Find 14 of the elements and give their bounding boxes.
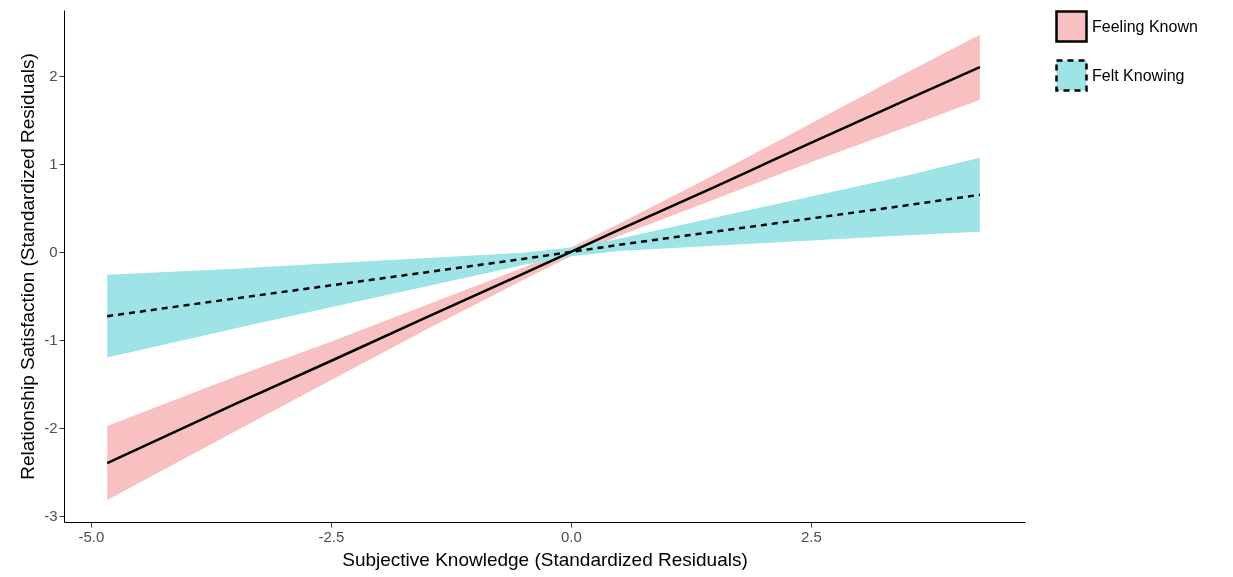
y-tick-label: 1: [49, 155, 58, 173]
x-tick-label: -2.5: [318, 527, 345, 545]
legend-label: Felt Knowing: [1092, 66, 1185, 84]
y-axis-title: Relationship Satisfaction (Standardized Residuals): [17, 53, 39, 480]
x-tick-label: 2.5: [800, 527, 822, 545]
y-tick-label: 2: [49, 67, 58, 85]
y-tick-label: -3: [44, 507, 58, 525]
x-tick-label: -5.0: [78, 527, 105, 545]
legend-label: Feeling Known: [1092, 17, 1198, 35]
y-tick-label: -1: [44, 331, 58, 349]
y-tick-label: 0: [49, 243, 58, 261]
x-tick-label: 0.0: [560, 527, 582, 545]
y-tick-label: -2: [44, 419, 58, 437]
x-axis-title: Subjective Knowledge (Standardized Residuals): [342, 548, 748, 570]
